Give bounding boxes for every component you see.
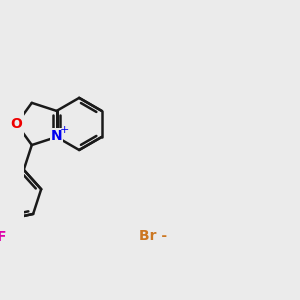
Text: O: O (11, 117, 22, 131)
Text: F: F (0, 230, 7, 244)
Text: +: + (60, 125, 69, 135)
Text: Br -: Br - (139, 230, 167, 243)
Text: N: N (51, 129, 62, 142)
